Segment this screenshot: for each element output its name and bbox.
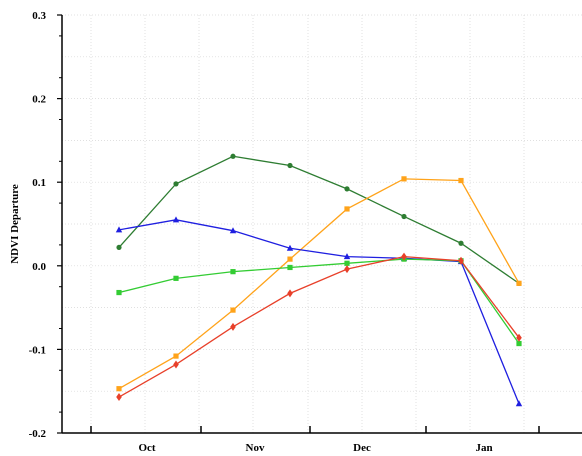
- data-point: [458, 177, 464, 184]
- series-line: [118, 258, 520, 344]
- y-tick-label: 0.1: [32, 177, 46, 189]
- y-ticks: 0.3 0.2 0.1 0.0 -0.1 -0.2: [29, 10, 62, 440]
- data-point: [230, 322, 236, 331]
- data-point: [230, 269, 236, 275]
- data-point: [344, 260, 350, 266]
- data-point: [287, 264, 293, 271]
- x-tick-label: Dec: [353, 442, 371, 454]
- data-point: [344, 206, 350, 212]
- axes: [61, 15, 582, 434]
- data-point: [343, 253, 351, 260]
- data-point: [116, 386, 122, 392]
- data-point: [173, 353, 179, 359]
- data-point: [173, 275, 179, 281]
- data-point: [516, 340, 522, 347]
- x-ticks: Oct Nov Dec Jan: [90, 426, 540, 454]
- series-line: [118, 219, 520, 404]
- y-tick-label: 0.3: [32, 10, 46, 22]
- data-point: [116, 393, 122, 402]
- data-point: [286, 244, 294, 251]
- data-point: [230, 153, 236, 159]
- data-point: [401, 252, 407, 261]
- series-line: [118, 155, 520, 284]
- series-1: [116, 153, 522, 286]
- grid: [62, 14, 582, 434]
- data-point: [344, 265, 350, 274]
- x-tick-label: Jan: [475, 442, 492, 454]
- series-2: [116, 176, 522, 392]
- x-tick-label: Nov: [246, 442, 265, 454]
- series: [115, 153, 523, 407]
- data-point: [116, 244, 122, 251]
- y-axis-title: NDVI Departure: [9, 184, 21, 264]
- data-point: [401, 176, 407, 182]
- data-point: [458, 256, 464, 265]
- data-point: [229, 227, 237, 234]
- data-point: [172, 216, 180, 223]
- data-point: [287, 162, 293, 169]
- data-point: [287, 256, 293, 262]
- series-4: [116, 256, 522, 347]
- series-5: [116, 252, 522, 402]
- data-point: [344, 186, 350, 192]
- y-tick-label: -0.1: [29, 344, 46, 356]
- data-point: [230, 307, 236, 313]
- y-tick-label: 0.2: [32, 94, 46, 106]
- data-point: [173, 181, 179, 187]
- data-point: [516, 280, 522, 286]
- series-line: [118, 255, 520, 398]
- data-point: [116, 289, 122, 296]
- data-point: [173, 360, 179, 369]
- data-point: [516, 333, 522, 342]
- data-point: [115, 226, 123, 233]
- data-point: [401, 213, 407, 220]
- y-tick-label: -0.2: [29, 428, 47, 440]
- data-point: [458, 240, 464, 246]
- data-point: [287, 289, 293, 298]
- x-tick-label: Oct: [138, 442, 155, 454]
- y-tick-label: 0.0: [32, 261, 46, 273]
- data-point: [515, 400, 523, 407]
- series-line: [118, 178, 520, 390]
